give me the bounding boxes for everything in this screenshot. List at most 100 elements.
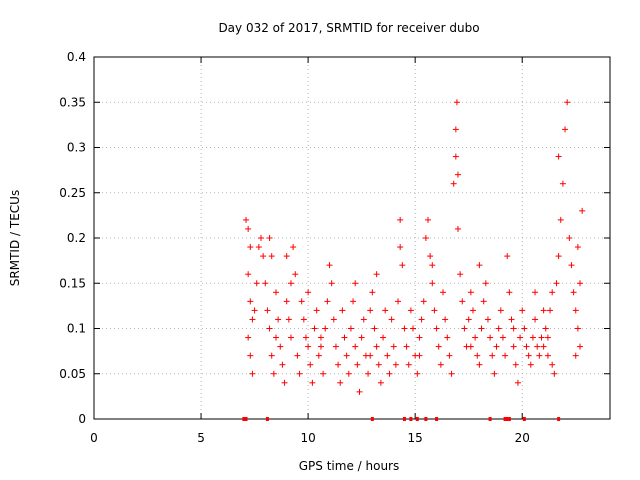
y-tick-label: 0.15: [59, 276, 86, 290]
data-point: [253, 280, 260, 287]
data-point: [251, 307, 258, 314]
data-point: [532, 316, 539, 323]
data-point: [326, 262, 333, 269]
data-point: [450, 180, 457, 187]
data-point: [345, 370, 352, 377]
data-point: [320, 370, 327, 377]
data-point: [536, 352, 543, 359]
data-point: [467, 289, 474, 296]
x-tick-label: 5: [197, 431, 205, 445]
data-point: [305, 343, 312, 350]
data-point: [395, 298, 402, 305]
data-point: [272, 289, 279, 296]
data-point: [570, 289, 577, 296]
x-tick-label: 15: [408, 431, 423, 445]
data-point: [502, 352, 509, 359]
data-point: [452, 153, 459, 160]
data-point: [410, 325, 417, 332]
data-point: [484, 316, 491, 323]
grid: [94, 57, 610, 419]
data-point: [467, 343, 474, 350]
data-point: [356, 388, 363, 395]
data-point: [262, 280, 269, 287]
zero-marker: [370, 417, 374, 421]
data-point: [360, 316, 367, 323]
data-point: [358, 334, 365, 341]
data-point: [375, 361, 382, 368]
data-point: [367, 307, 374, 314]
zero-marker: [507, 417, 511, 421]
data-point: [283, 253, 290, 260]
data-point: [245, 334, 252, 341]
data-point: [352, 280, 359, 287]
data-point: [418, 316, 425, 323]
data-point: [328, 280, 335, 287]
data-point: [341, 334, 348, 341]
data-point: [577, 343, 584, 350]
data-point: [435, 343, 442, 350]
data-point: [380, 334, 387, 341]
data-point: [504, 253, 511, 260]
data-point: [476, 361, 483, 368]
data-point: [337, 379, 344, 386]
zero-marker: [402, 417, 406, 421]
zero-marker: [503, 417, 507, 421]
data-point: [437, 361, 444, 368]
data-point: [566, 235, 573, 241]
data-point: [517, 334, 524, 341]
y-tick-label: 0: [78, 412, 86, 426]
zero-marker: [242, 417, 246, 421]
data-point: [527, 361, 534, 368]
data-point: [405, 361, 412, 368]
data-point: [553, 280, 560, 287]
y-tick-label: 0.1: [67, 322, 86, 336]
data-point: [386, 370, 393, 377]
data-point: [469, 307, 476, 314]
data-point: [555, 153, 562, 160]
data-point: [525, 352, 532, 359]
data-point: [309, 379, 316, 386]
data-point: [453, 99, 460, 106]
data-point: [433, 325, 440, 332]
x-tick-label: 20: [515, 431, 530, 445]
data-point: [354, 361, 361, 368]
data-point: [452, 126, 459, 133]
data-point: [339, 307, 346, 314]
data-point: [302, 334, 309, 341]
data-point: [247, 244, 254, 251]
data-point: [296, 370, 303, 377]
data-point: [487, 334, 494, 341]
x-tick-label: 10: [300, 431, 315, 445]
data-point: [275, 316, 282, 323]
data-point: [457, 271, 464, 278]
data-point: [459, 298, 466, 305]
data-point: [574, 325, 581, 332]
data-point: [350, 298, 357, 305]
data-point: [532, 289, 539, 296]
data-point: [281, 379, 288, 386]
data-point: [264, 307, 271, 314]
data-point: [540, 343, 547, 350]
y-tick-label: 0.3: [67, 141, 86, 155]
data-point: [352, 343, 359, 350]
data-point: [287, 334, 294, 341]
data-point: [279, 361, 286, 368]
data-point: [579, 207, 586, 214]
data-point: [247, 298, 254, 305]
data-point: [287, 280, 294, 287]
data-point: [300, 316, 307, 323]
data-point: [544, 334, 551, 341]
data-point: [397, 216, 404, 223]
y-axis-label: SRMTID / TECUs: [8, 190, 22, 286]
data-point: [390, 343, 397, 350]
zero-marker: [409, 417, 413, 421]
y-tick-label: 0.35: [59, 95, 86, 109]
data-point: [245, 271, 252, 278]
y-tick-label: 0.4: [67, 50, 86, 64]
data-point: [258, 235, 265, 241]
data-point: [493, 343, 500, 350]
data-point: [313, 307, 320, 314]
data-point: [298, 298, 305, 305]
y-tick-label: 0.05: [59, 367, 86, 381]
data-point: [514, 379, 521, 386]
